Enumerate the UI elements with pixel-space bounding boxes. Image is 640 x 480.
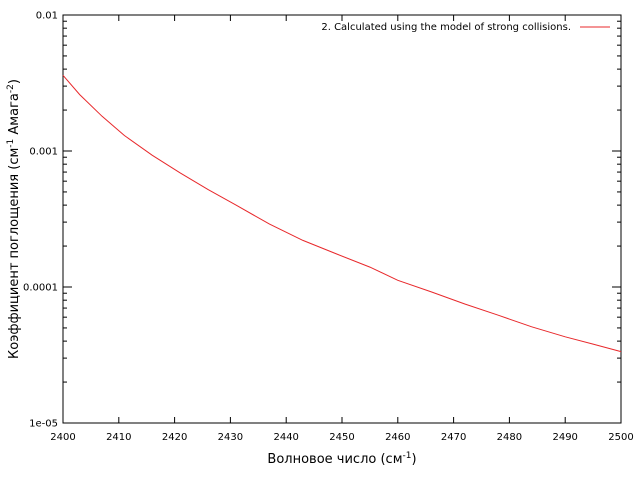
y-tick-label: 0.01 bbox=[36, 11, 58, 22]
y-tick-label: 1e-05 bbox=[29, 419, 58, 430]
series-layer bbox=[62, 74, 622, 353]
x-tick-label: 2500 bbox=[608, 432, 633, 443]
y-axis-ticks: 0.01 0.001 0.0001 1e-05 bbox=[23, 11, 621, 430]
x-tick-label: 2430 bbox=[218, 432, 243, 443]
x-tick-label: 2450 bbox=[329, 432, 354, 443]
x-tick-label: 2420 bbox=[162, 432, 187, 443]
x-tick-label: 2470 bbox=[441, 432, 466, 443]
x-tick-label: 2400 bbox=[50, 432, 75, 443]
legend-entry-label: 2. Calculated using the model of strong … bbox=[321, 22, 571, 33]
x-tick-label: 2440 bbox=[273, 432, 298, 443]
legend: 2. Calculated using the model of strong … bbox=[321, 22, 610, 33]
y-tick-label: 0.001 bbox=[29, 147, 58, 158]
x-tick-label: 2460 bbox=[385, 432, 410, 443]
x-tick-label: 2480 bbox=[497, 432, 522, 443]
x-tick-label: 2490 bbox=[552, 432, 577, 443]
plot-frame bbox=[62, 14, 622, 424]
y-axis-label: Коэффициент поглощения (см-1 Амага-2) bbox=[6, 79, 22, 359]
x-axis-label: Волновое число (см-1) bbox=[267, 451, 416, 467]
x-tick-label: 2410 bbox=[106, 432, 131, 443]
series-line bbox=[62, 74, 622, 353]
x-axis-ticks: 2400 2410 2420 2430 2440 2450 2460 2470 2480 2490… bbox=[50, 15, 634, 443]
y-tick-label: 0.0001 bbox=[23, 283, 58, 294]
